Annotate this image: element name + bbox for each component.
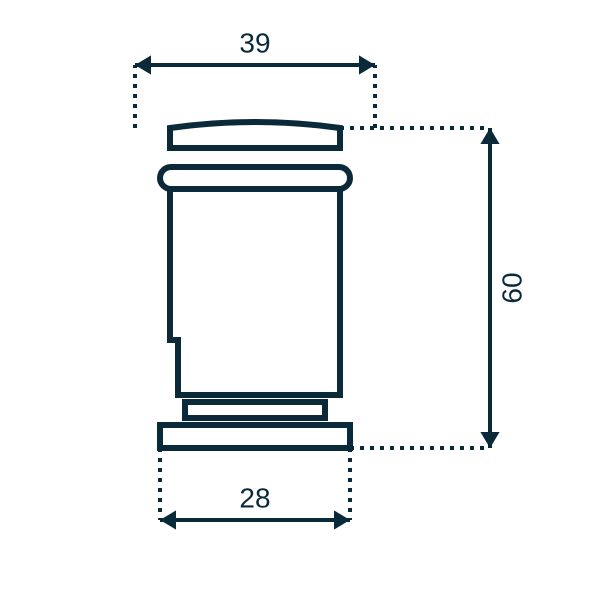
dim-top-value: 39	[239, 27, 270, 58]
dim-right-value: 60	[496, 272, 527, 303]
dim-bottom-value: 28	[239, 482, 270, 513]
